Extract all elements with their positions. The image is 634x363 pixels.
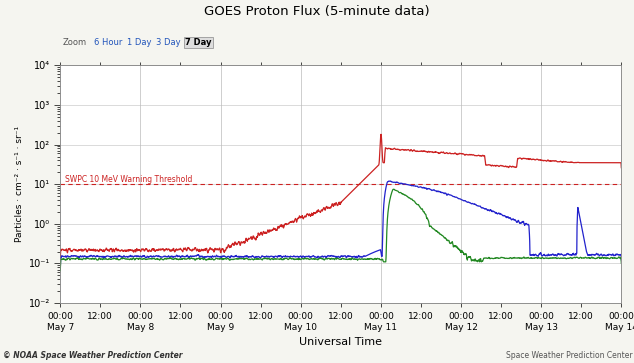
Text: 6 Hour: 6 Hour [94, 38, 122, 47]
X-axis label: Universal Time: Universal Time [299, 337, 382, 347]
Text: 3 Day: 3 Day [156, 38, 181, 47]
Y-axis label: Particles · cm⁻² · s⁻¹ · sr⁻¹: Particles · cm⁻² · s⁻¹ · sr⁻¹ [15, 126, 24, 242]
Text: 1 Day: 1 Day [127, 38, 152, 47]
Text: SWPC 10 MeV Warning Threshold: SWPC 10 MeV Warning Threshold [65, 175, 192, 184]
Text: © NOAA Space Weather Prediction Center: © NOAA Space Weather Prediction Center [3, 351, 183, 360]
Text: Space Weather Prediction Center: Space Weather Prediction Center [506, 351, 633, 360]
Text: GOES Proton Flux (5-minute data): GOES Proton Flux (5-minute data) [204, 5, 430, 19]
Text: 7 Day: 7 Day [185, 38, 212, 47]
Text: Zoom: Zoom [62, 38, 86, 47]
